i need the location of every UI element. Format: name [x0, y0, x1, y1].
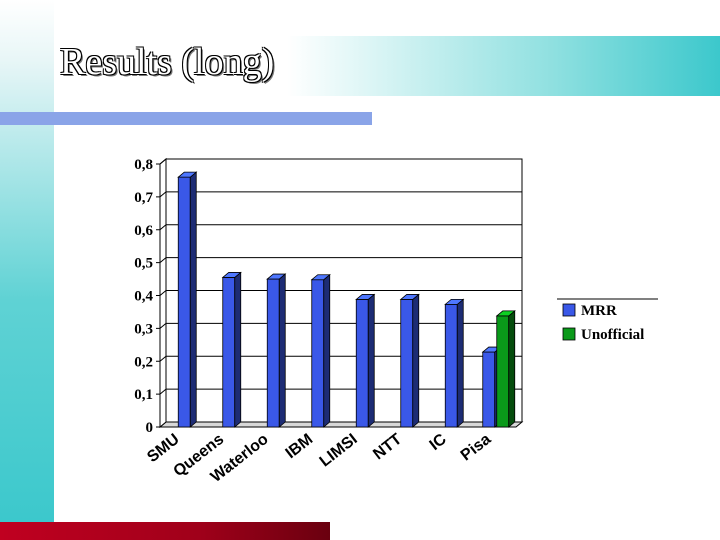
bar-side [412, 293, 420, 428]
bar-mrr-smu [177, 171, 198, 428]
legend-swatch-unofficial [562, 327, 576, 341]
bottom-accent-bar [0, 522, 330, 540]
x-category-label: IC [427, 430, 450, 454]
bar-mrr-ic [444, 298, 465, 428]
bar-side [367, 293, 375, 428]
legend-label-mrr: MRR [581, 303, 617, 319]
x-category-label: NTT [370, 431, 405, 464]
bar-top [495, 310, 516, 317]
gridline-side [159, 388, 167, 395]
bar-mrr-ntt [399, 293, 420, 428]
left-accent-strip [0, 0, 54, 522]
bar-unofficial-pisa [495, 310, 516, 428]
y-tick-label: 0,1 [134, 387, 153, 403]
y-tick-label: 0,8 [134, 157, 153, 173]
title-gradient-band [54, 36, 720, 96]
chart-legend: MRR Unofficial [557, 298, 658, 343]
bar-front [177, 176, 191, 428]
slide-title: Results (long) [60, 41, 275, 83]
bar-top [399, 294, 420, 300]
bar-front [482, 351, 496, 428]
x-category-label: Pisa [458, 431, 494, 465]
bar-front [266, 278, 280, 428]
bar-front [355, 299, 369, 428]
gridline-side [159, 257, 167, 264]
legend-label-unofficial: Unofficial [581, 327, 644, 343]
bar-mrr-ibm [310, 273, 331, 428]
bar-mrr-limsi [355, 293, 376, 428]
bar-front [311, 279, 325, 428]
x-category-label: LIMSI [317, 431, 361, 471]
gridline-side [159, 322, 167, 329]
gridline-side [159, 191, 167, 198]
bar-front [222, 277, 236, 428]
y-tick-label: 0,6 [134, 223, 153, 239]
bar-side [278, 273, 286, 428]
bar-front [496, 315, 510, 428]
gridline-side [159, 355, 167, 362]
bar-side [456, 298, 464, 428]
y-tick-label: 0,4 [134, 289, 153, 305]
bar-mrr-waterloo [266, 273, 287, 428]
chart-floor [158, 421, 524, 428]
y-tick-label: 0 [146, 420, 154, 436]
bar-front [400, 299, 414, 428]
bar-top [266, 273, 287, 280]
y-tick-label: 0,7 [134, 190, 153, 206]
title-underline-bar [0, 112, 372, 125]
y-tick-label: 0,3 [134, 321, 153, 337]
bar-side [508, 310, 516, 428]
bar-top [355, 294, 376, 300]
bar-top [177, 171, 198, 178]
y-tick-label: 0,2 [134, 354, 153, 370]
plot-area: 00,10,20,30,40,50,60,70,8SMUQueensWaterl… [134, 157, 524, 486]
x-category-label: IBM [283, 431, 317, 462]
y-tick-label: 0,5 [134, 256, 153, 272]
bar-mrr-queens [221, 271, 242, 428]
gridline-side [159, 290, 167, 296]
bar-top [444, 298, 465, 305]
legend-swatch-mrr [562, 303, 576, 317]
gridline-side [159, 224, 167, 231]
bar-top [310, 274, 331, 281]
bar-top [221, 272, 242, 278]
bar-front [444, 303, 458, 428]
bar-side [323, 273, 331, 428]
bar-side [234, 271, 242, 428]
bar-side [189, 171, 197, 428]
gridline-side [159, 158, 167, 165]
